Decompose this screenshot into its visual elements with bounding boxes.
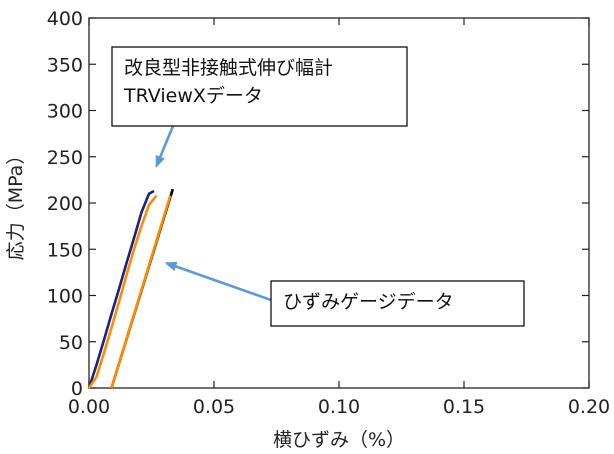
x-axis-title: 横ひずみ（%） xyxy=(273,429,405,451)
callout-box-1 xyxy=(111,46,408,127)
callout-text-1: TRViewXデータ xyxy=(123,85,263,107)
callout-box-2 xyxy=(270,280,525,327)
x-tick-label: 0.20 xyxy=(568,396,610,418)
x-axis-ticks: 0.00 0.05 0.10 0.15 0.20 xyxy=(68,18,610,418)
series-layer xyxy=(87,188,175,389)
callout-arrow-2 xyxy=(164,261,272,302)
y-axis-ticks: 0 50 100 150 200 250 300 350 400 xyxy=(47,8,589,400)
series-line-4 xyxy=(110,195,172,389)
y-tick-label: 150 xyxy=(47,239,83,261)
y-tick-label: 100 xyxy=(47,286,83,308)
x-tick-label: 0.15 xyxy=(443,396,485,418)
y-tick-label: 300 xyxy=(47,101,83,123)
series-line-2 xyxy=(87,194,158,389)
callout-text-1: 改良型非接触式伸び幅計 xyxy=(124,57,333,79)
x-tick-label: 0.05 xyxy=(193,396,235,418)
x-tick-label: 0.10 xyxy=(318,396,360,418)
callout-arrow-1 xyxy=(155,125,175,168)
y-tick-label: 50 xyxy=(59,332,83,354)
y-tick-label: 0 xyxy=(71,378,83,400)
callout-text-2: ひずみゲージデータ xyxy=(283,291,454,313)
x-tick-label: 0.00 xyxy=(68,396,110,418)
y-tick-label: 200 xyxy=(47,193,83,215)
y-axis-title: 応力（MPa） xyxy=(5,146,27,261)
series-line-1 xyxy=(87,189,155,389)
y-tick-label: 400 xyxy=(47,8,83,30)
y-tick-label: 350 xyxy=(47,54,83,76)
y-tick-label: 250 xyxy=(47,147,83,169)
